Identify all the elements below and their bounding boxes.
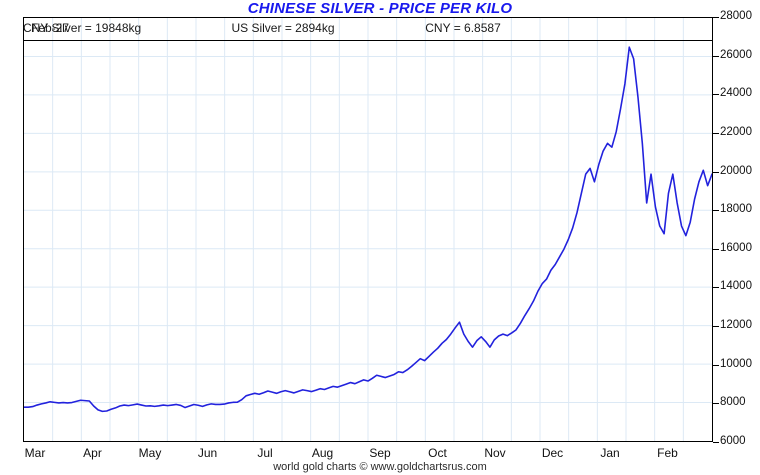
plot-svg — [24, 18, 712, 441]
y-tick-mark — [713, 55, 719, 57]
y-tick-label: 28000 — [720, 10, 752, 22]
y-tick-mark — [713, 94, 719, 96]
y-tick-label: 26000 — [720, 48, 752, 61]
y-tick-mark — [713, 132, 719, 134]
x-tick-label: Feb — [657, 446, 678, 460]
x-tick-label: Jun — [197, 446, 218, 460]
plot-area — [23, 17, 713, 442]
header-cny-rate: CNY = 6.8587 — [425, 21, 501, 35]
x-tick-label: Aug — [311, 446, 334, 460]
y-tick-mark — [713, 248, 719, 250]
y-tick-mark — [713, 403, 719, 405]
y-tick-label: 22000 — [720, 125, 752, 138]
x-tick-label: Oct — [428, 446, 447, 460]
y-tick-mark — [713, 171, 719, 173]
y-tick-mark — [713, 17, 719, 18]
footer-credit: world gold charts © www.goldchartsrus.co… — [273, 461, 487, 473]
x-tick-label: May — [138, 446, 162, 460]
y-tick-label: 16000 — [720, 241, 752, 254]
y-tick-label: 20000 — [720, 164, 752, 177]
price-line-series — [24, 46, 712, 413]
header-info-strip: Feb-27 US Silver = 2894kg CNY = 6.8587 C… — [23, 17, 713, 41]
y-tick-label: 10000 — [720, 357, 752, 370]
y-tick-label: 24000 — [720, 87, 752, 100]
page-title: CHINESE SILVER - PRICE PER KILO — [247, 0, 513, 17]
y-tick-mark — [713, 287, 719, 289]
x-tick-label: Jan — [600, 446, 620, 460]
y-tick-label: 12000 — [720, 319, 752, 332]
header-date: Feb-27 — [31, 21, 70, 35]
header-cny-silver: CNY Silver = 19848kg — [23, 21, 142, 35]
x-tick-label: Apr — [83, 446, 102, 460]
y-tick-label: 8000 — [720, 396, 746, 409]
y-tick-label: 18000 — [720, 203, 752, 216]
x-tick-label: Sep — [369, 446, 391, 460]
y-tick-mark — [713, 442, 719, 443]
header-us-silver: US Silver = 2894kg — [231, 21, 335, 35]
y-tick-mark — [713, 364, 719, 366]
y-tick-label: 14000 — [720, 280, 752, 293]
x-tick-label: Mar — [24, 446, 46, 460]
y-tick-mark — [713, 210, 719, 212]
x-tick-label: Jul — [257, 446, 273, 460]
y-tick-label: 6000 — [720, 435, 746, 447]
y-tick-mark — [713, 326, 719, 328]
vertical-gridlines — [52, 18, 684, 441]
x-tick-label: Nov — [484, 446, 506, 460]
x-tick-label: Dec — [541, 446, 564, 460]
